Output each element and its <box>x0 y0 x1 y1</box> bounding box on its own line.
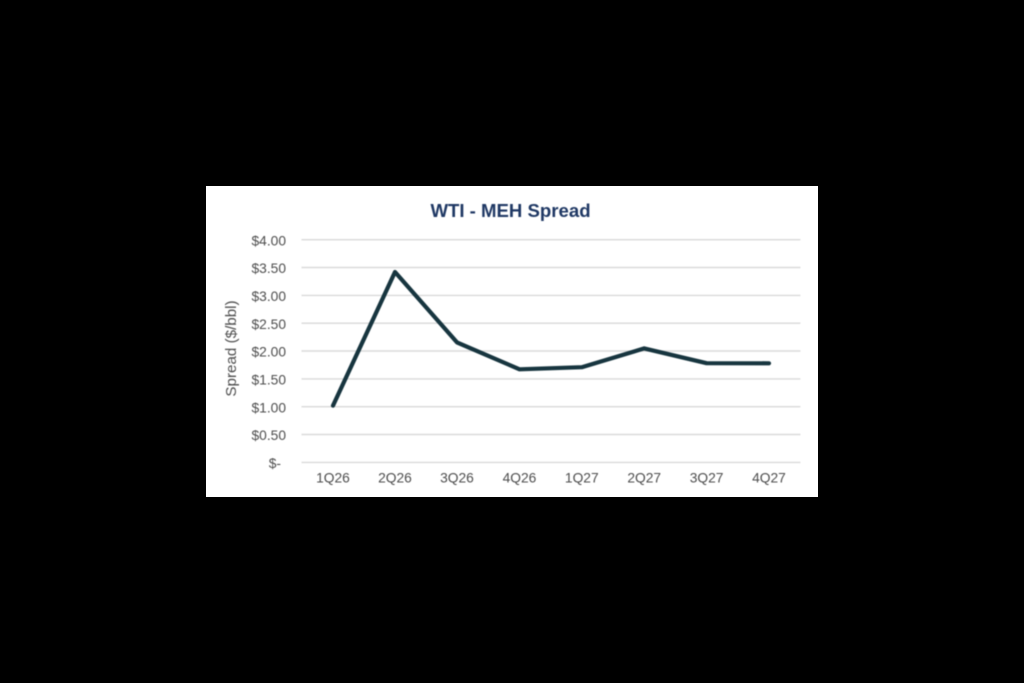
svg-text:3Q26: 3Q26 <box>440 471 474 486</box>
svg-text:$1.50: $1.50 <box>251 373 286 388</box>
svg-text:$3.00: $3.00 <box>251 289 286 304</box>
svg-text:Spread ($/bbl): Spread ($/bbl) <box>223 300 240 396</box>
svg-text:$2.50: $2.50 <box>251 317 286 332</box>
svg-text:2Q26: 2Q26 <box>378 471 412 486</box>
svg-text:$0.50: $0.50 <box>251 428 286 443</box>
svg-text:$2.00: $2.00 <box>251 345 286 360</box>
svg-text:$-: $- <box>269 456 281 471</box>
svg-text:$4.00: $4.00 <box>251 233 286 248</box>
svg-text:1Q27: 1Q27 <box>565 471 599 486</box>
svg-text:2Q27: 2Q27 <box>627 471 661 486</box>
svg-text:$1.00: $1.00 <box>251 400 286 415</box>
svg-text:4Q26: 4Q26 <box>503 471 537 486</box>
svg-text:3Q27: 3Q27 <box>690 471 724 486</box>
svg-text:4Q27: 4Q27 <box>752 471 786 486</box>
svg-text:WTI - MEH Spread: WTI - MEH Spread <box>430 200 590 221</box>
svg-text:1Q26: 1Q26 <box>316 471 350 486</box>
svg-text:$3.50: $3.50 <box>251 261 286 276</box>
